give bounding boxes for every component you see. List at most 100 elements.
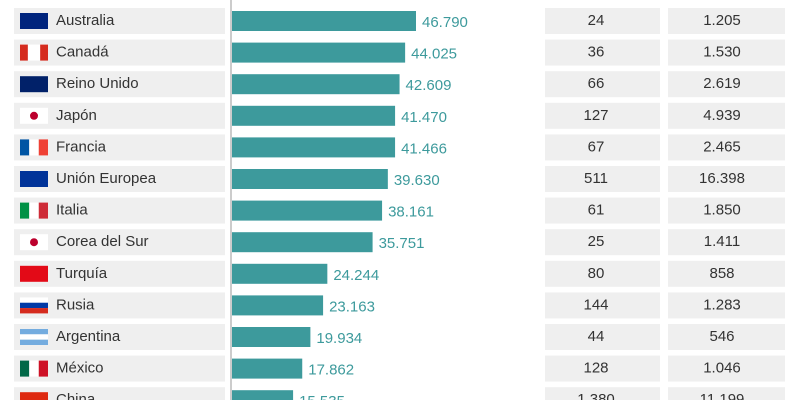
row-background	[545, 39, 660, 66]
bar	[232, 74, 400, 95]
category-label: Japón	[56, 107, 97, 124]
value-label: 15.535	[299, 393, 345, 400]
bar	[232, 295, 324, 316]
bar	[232, 232, 373, 253]
value-label: 19.934	[316, 330, 362, 347]
flag	[29, 139, 39, 156]
row-background	[668, 197, 785, 224]
value-label: 23.163	[329, 298, 375, 315]
column3-value: 2.619	[703, 75, 741, 92]
bar	[232, 200, 383, 221]
category-label: Canadá	[56, 44, 109, 61]
row-background	[545, 71, 660, 98]
column3-value: 858	[709, 265, 734, 282]
column3-value: 1.411	[704, 233, 740, 250]
column3-value: 1.205	[703, 12, 741, 29]
category-label: México	[56, 360, 104, 377]
bar	[232, 42, 406, 63]
flag	[20, 44, 28, 61]
bar	[232, 11, 416, 31]
row-background	[14, 229, 225, 256]
flag	[40, 44, 48, 61]
value-label: 35.751	[379, 235, 425, 252]
row-background	[545, 324, 660, 350]
category-label: Italia	[56, 202, 88, 219]
value-label: 42.609	[406, 77, 452, 94]
row-background	[545, 229, 660, 256]
value-label: 41.466	[401, 140, 447, 157]
category-label: Rusia	[56, 296, 95, 313]
row-background	[668, 387, 785, 400]
column2-value: 80	[588, 265, 605, 282]
flag	[20, 297, 48, 303]
flag	[29, 202, 39, 219]
column2-value: 1.380	[577, 391, 615, 400]
row-background	[668, 134, 785, 161]
category-label: China	[56, 391, 96, 400]
row-background	[545, 260, 660, 287]
row-background	[14, 166, 225, 192]
flag	[20, 139, 30, 156]
flag	[20, 76, 48, 93]
flag	[20, 202, 30, 219]
flag	[20, 171, 48, 187]
column3-value: 4.939	[703, 107, 741, 124]
flag	[20, 302, 48, 309]
column3-value: 1.283	[703, 296, 741, 313]
row-background	[545, 292, 660, 319]
row-background	[668, 166, 785, 192]
row-background	[14, 134, 225, 161]
column2-value: 144	[583, 296, 608, 313]
column2-value: 36	[588, 44, 605, 61]
row-background	[545, 134, 660, 161]
column3-value: 2.465	[703, 138, 741, 155]
column3-value: 1.850	[703, 202, 741, 219]
column3-value: 546	[709, 328, 734, 345]
flag	[38, 360, 48, 377]
column3-value: 1.046	[703, 360, 741, 377]
row-background	[14, 292, 225, 319]
value-label: 46.790	[422, 14, 468, 31]
bar	[232, 169, 388, 189]
row-background	[545, 355, 660, 382]
row-background	[14, 39, 225, 66]
row-background	[668, 355, 785, 382]
row-background	[14, 8, 225, 34]
value-label: 17.862	[308, 362, 354, 379]
row-background	[14, 260, 225, 287]
flag	[20, 265, 48, 282]
flag	[20, 360, 30, 377]
row-background	[545, 197, 660, 224]
row-background	[545, 387, 660, 400]
category-label: Turquía	[56, 265, 108, 282]
bar	[232, 137, 396, 158]
flag	[30, 111, 38, 120]
column2-value: 511	[584, 170, 608, 187]
row-background	[14, 71, 225, 98]
row-background	[14, 355, 225, 382]
value-label: 24.244	[333, 267, 379, 284]
column2-value: 61	[588, 202, 605, 219]
flag	[29, 360, 39, 377]
column2-value: 44	[588, 328, 605, 345]
row-background	[545, 102, 660, 129]
bar	[232, 105, 396, 126]
category-label: Argentina	[56, 328, 121, 345]
row-background	[668, 324, 785, 350]
column2-value: 25	[588, 233, 605, 250]
row-background	[14, 387, 225, 400]
value-label: 41.470	[401, 109, 447, 126]
category-label: Reino Unido	[56, 75, 139, 92]
column2-value: 128	[583, 360, 608, 377]
value-label: 38.161	[388, 204, 434, 221]
row-background	[668, 229, 785, 256]
bar	[232, 263, 328, 284]
category-label: Australia	[56, 12, 115, 29]
flag	[20, 13, 48, 29]
row-background	[14, 102, 225, 129]
row-background	[668, 39, 785, 66]
row-background	[668, 8, 785, 34]
bar	[232, 390, 294, 400]
column3-value: 16.398	[699, 170, 745, 187]
row-background	[668, 71, 785, 98]
